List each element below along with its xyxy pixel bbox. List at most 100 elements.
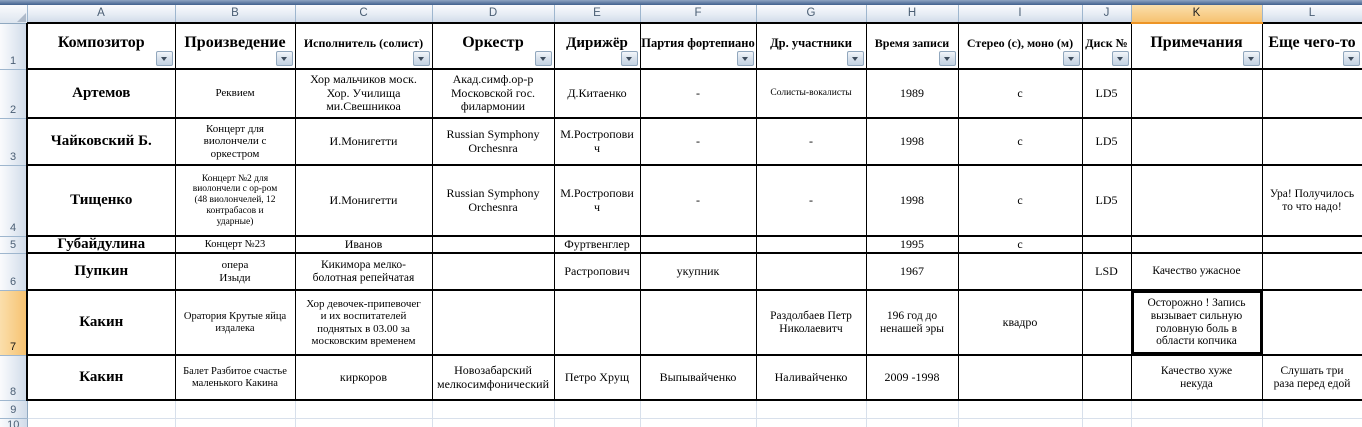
column-header-C[interactable]: C xyxy=(295,5,433,24)
cell-H6[interactable]: 1967 xyxy=(865,252,959,291)
cell-F8[interactable]: Выпывайченко xyxy=(639,354,757,401)
filter-button-G[interactable] xyxy=(846,51,864,66)
cell-L8[interactable]: Слушать три раза перед едой xyxy=(1261,354,1362,401)
cell-B3[interactable]: Концерт для виолончели с оркестром xyxy=(174,117,296,166)
cell-K4[interactable] xyxy=(1130,164,1263,237)
cell-E7[interactable] xyxy=(553,289,641,356)
filter-button-B[interactable] xyxy=(275,51,293,66)
header-cell-E[interactable]: Дирижёр xyxy=(553,22,641,70)
cell-B7[interactable]: Оратория Крутые яйца издалека xyxy=(174,289,296,356)
header-cell-J[interactable]: Диск № xyxy=(1081,22,1132,70)
cell-K5[interactable] xyxy=(1130,235,1263,254)
cell-B6[interactable]: опера Изыди xyxy=(174,252,296,291)
cell-C6[interactable]: Кикимора мелко- болотная репейчатая xyxy=(294,252,433,291)
cell-K3[interactable] xyxy=(1130,117,1263,166)
cell-D2[interactable]: Акад.симф.ор-р Московской гос. филармони… xyxy=(431,68,555,119)
cell-E9[interactable] xyxy=(554,400,641,419)
cell-B2[interactable]: Реквием xyxy=(174,68,296,119)
cell-K8[interactable]: Качество хуже некуда xyxy=(1130,354,1263,401)
cell-E3[interactable]: М.Ростропови ч xyxy=(553,117,641,166)
cell-C2[interactable]: Хор мальчиков моск. Хор. Училища ми.Свеш… xyxy=(294,68,433,119)
cell-C5[interactable]: Иванов xyxy=(294,235,433,254)
cell-I6[interactable] xyxy=(957,252,1083,291)
row-header-1[interactable]: 1 xyxy=(0,23,28,70)
cell-J3[interactable]: LD5 xyxy=(1081,117,1132,166)
select-all-button[interactable] xyxy=(0,5,28,24)
cell-C9[interactable] xyxy=(295,400,433,419)
header-cell-F[interactable]: Партия фортепиано xyxy=(639,22,757,70)
cell-G9[interactable] xyxy=(756,400,867,419)
cell-A9[interactable] xyxy=(27,400,176,419)
cell-L2[interactable] xyxy=(1261,68,1362,119)
cell-E8[interactable]: Петро Хрущ xyxy=(553,354,641,401)
cell-A7[interactable]: Какин xyxy=(26,289,176,356)
cell-C8[interactable]: киркоров xyxy=(294,354,433,401)
cell-H10[interactable] xyxy=(866,418,959,427)
cell-K9[interactable] xyxy=(1131,400,1263,419)
filter-button-C[interactable] xyxy=(412,51,430,66)
cell-H7[interactable]: 196 год до ненашей эры xyxy=(865,289,959,356)
cell-J2[interactable]: LD5 xyxy=(1081,68,1132,119)
cell-A10[interactable] xyxy=(27,418,176,427)
cell-G10[interactable] xyxy=(756,418,867,427)
row-header-5[interactable]: 5 xyxy=(0,236,28,254)
cell-G2[interactable]: Солисты-вокалисты xyxy=(755,68,867,119)
cell-G3[interactable]: - xyxy=(755,117,867,166)
cell-G4[interactable]: - xyxy=(755,164,867,237)
filter-button-K[interactable] xyxy=(1242,51,1260,66)
filter-button-H[interactable] xyxy=(938,51,956,66)
cell-H2[interactable]: 1989 xyxy=(865,68,959,119)
cell-F7[interactable] xyxy=(639,289,757,356)
row-header-6[interactable]: 6 xyxy=(0,253,28,291)
filter-button-J[interactable] xyxy=(1111,51,1129,66)
cell-A8[interactable]: Какин xyxy=(26,354,176,401)
cell-F10[interactable] xyxy=(640,418,757,427)
header-cell-L[interactable]: Еще чего-то xyxy=(1261,22,1362,70)
cell-C10[interactable] xyxy=(295,418,433,427)
cell-G7[interactable]: Раздолбаев Петр Николаевитч xyxy=(755,289,867,356)
column-header-I[interactable]: I xyxy=(958,5,1083,24)
cell-L9[interactable] xyxy=(1262,400,1362,419)
header-cell-K[interactable]: Примечания xyxy=(1130,22,1263,70)
cell-K10[interactable] xyxy=(1131,418,1263,427)
cell-D6[interactable] xyxy=(431,252,555,291)
header-cell-C[interactable]: Исполнитель (солист) xyxy=(294,22,433,70)
cell-J4[interactable]: LD5 xyxy=(1081,164,1132,237)
cell-H3[interactable]: 1998 xyxy=(865,117,959,166)
cell-D5[interactable] xyxy=(431,235,555,254)
header-cell-H[interactable]: Время записи xyxy=(865,22,959,70)
row-header-10[interactable]: 10 xyxy=(0,418,28,427)
cell-K6[interactable]: Качество ужасное xyxy=(1130,252,1263,291)
cell-B4[interactable]: Концерт №2 для виолончели с ор-ром (48 в… xyxy=(174,164,296,237)
cell-J8[interactable] xyxy=(1081,354,1132,401)
cell-H5[interactable]: 1995 xyxy=(865,235,959,254)
filter-button-E[interactable] xyxy=(620,51,638,66)
cell-J7[interactable] xyxy=(1081,289,1132,356)
cell-C7[interactable]: Хор девочек-припевочег и их воспитателей… xyxy=(294,289,433,356)
cell-I5[interactable]: с xyxy=(957,235,1083,254)
cell-I10[interactable] xyxy=(958,418,1083,427)
cell-B5[interactable]: Концерт №23 xyxy=(174,235,296,254)
filter-button-A[interactable] xyxy=(155,51,173,66)
cell-A3[interactable]: Чайковский Б. xyxy=(26,117,176,166)
column-header-J[interactable]: J xyxy=(1082,5,1132,24)
column-header-H[interactable]: H xyxy=(866,5,959,24)
cell-E6[interactable]: Растропович xyxy=(553,252,641,291)
cell-C4[interactable]: И.Монигетти xyxy=(294,164,433,237)
column-header-K[interactable]: K xyxy=(1131,5,1263,24)
cell-F6[interactable]: укупник xyxy=(639,252,757,291)
cell-I2[interactable]: с xyxy=(957,68,1083,119)
column-header-D[interactable]: D xyxy=(432,5,555,24)
cell-H8[interactable]: 2009 -1998 xyxy=(865,354,959,401)
cell-D4[interactable]: Russian Symphony Orchesnra xyxy=(431,164,555,237)
filter-button-F[interactable] xyxy=(736,51,754,66)
cell-H9[interactable] xyxy=(866,400,959,419)
cell-L7[interactable] xyxy=(1261,289,1362,356)
column-header-E[interactable]: E xyxy=(554,5,641,24)
cell-I8[interactable] xyxy=(957,354,1083,401)
filter-button-D[interactable] xyxy=(534,51,552,66)
cell-F9[interactable] xyxy=(640,400,757,419)
cell-I4[interactable]: с xyxy=(957,164,1083,237)
cell-B8[interactable]: Балет Разбитое счастье маленького Какина xyxy=(174,354,296,401)
cell-F3[interactable]: - xyxy=(639,117,757,166)
